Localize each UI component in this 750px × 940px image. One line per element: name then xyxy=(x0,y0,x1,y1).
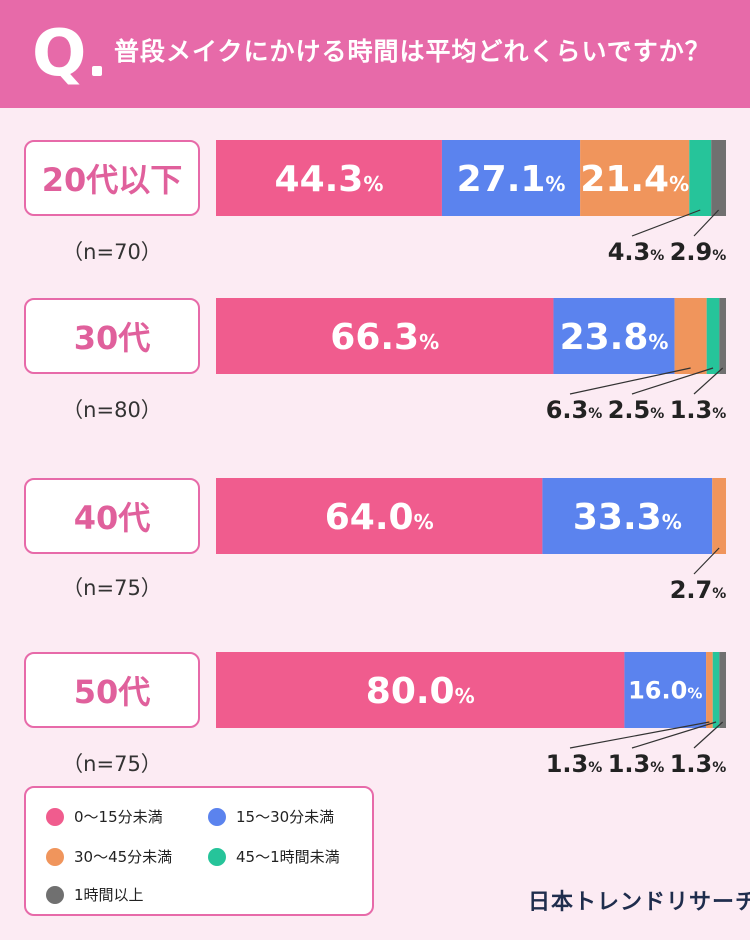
leader-line-30s-60-plus xyxy=(693,367,724,395)
leader-line-20s-under-60-plus xyxy=(693,209,720,237)
question-title: 普段メイクにかける時間は平均どれくらいですか？ xyxy=(114,37,711,66)
bar-segment-20s-under-15-30 xyxy=(441,140,581,216)
legend-swatch xyxy=(46,847,64,866)
group-label-50s: 50代 xyxy=(24,652,200,728)
bar-segment-40s-0-15 xyxy=(216,478,543,554)
legend-swatch xyxy=(208,807,226,826)
bar-segment-30s-0-15 xyxy=(216,298,554,374)
data-label-30s-15-30: 23.8% xyxy=(560,317,669,358)
bar-segment-20s-under-60-plus xyxy=(711,140,726,216)
data-label-30s-30-45: 6.3% xyxy=(546,396,603,424)
bar-segment-40s-30-45 xyxy=(712,478,726,554)
legend-item-30-45: 30〜45分未満 xyxy=(46,846,172,867)
brand-logo: 日本トレンドリサーチ xyxy=(528,890,750,915)
legend-item-45-60: 45〜1時間未満 xyxy=(208,846,340,867)
bar-segment-20s-under-30-45 xyxy=(580,140,690,216)
group-label-40s: 40代 xyxy=(24,478,200,554)
data-label-20s-under-15-30: 27.1% xyxy=(457,159,566,200)
leader-line-50s-30-45 xyxy=(569,721,710,749)
q-mark: Q xyxy=(32,17,87,91)
legend-swatch xyxy=(46,885,64,904)
leader-line-30s-30-45 xyxy=(569,367,691,395)
sample-size-50s: （n=75） xyxy=(62,752,162,776)
legend-label: 1時間以上 xyxy=(74,886,144,904)
data-label-50s-0-15: 80.0% xyxy=(366,671,475,712)
bar-segment-30s-15-30 xyxy=(553,298,675,374)
legend-swatch xyxy=(46,807,64,826)
bar-segment-50s-60-plus xyxy=(719,652,726,728)
data-label-30s-60-plus: 1.3% xyxy=(670,396,727,424)
sample-size-40s: （n=75） xyxy=(62,576,162,600)
bar-segment-20s-under-45-60 xyxy=(689,140,712,216)
leader-line-40s-30-45 xyxy=(693,547,720,575)
data-label-50s-60-plus: 1.3% xyxy=(670,750,727,778)
leader-line-30s-45-60 xyxy=(631,367,714,395)
group-label-30s: 30代 xyxy=(24,298,200,374)
sample-size-30s: （n=80） xyxy=(62,398,162,422)
legend-label: 0〜15分未満 xyxy=(74,808,163,826)
legend-item-15-30: 15〜30分未満 xyxy=(208,806,334,827)
data-label-40s-0-15: 64.0% xyxy=(325,497,434,538)
leader-line-50s-60-plus xyxy=(693,721,724,749)
legend-label: 30〜45分未満 xyxy=(74,848,173,866)
bar-segment-30s-60-plus xyxy=(719,298,726,374)
legend-swatch xyxy=(208,847,226,866)
data-label-40s-30-45: 2.7% xyxy=(670,576,727,604)
data-label-50s-45-60: 1.3% xyxy=(608,750,665,778)
data-label-20s-under-0-15: 44.3% xyxy=(275,159,384,200)
bar-segment-50s-15-30 xyxy=(624,652,707,728)
bar-segment-20s-under-0-15 xyxy=(216,140,442,216)
legend-item-60-plus: 1時間以上 xyxy=(46,884,144,905)
data-label-50s-30-45: 1.3% xyxy=(546,750,603,778)
legend-label: 45〜1時間未満 xyxy=(236,848,340,866)
leader-line-50s-45-60 xyxy=(631,721,717,749)
bar-segment-30s-30-45 xyxy=(674,298,707,374)
q-dot xyxy=(92,66,102,76)
bar-segment-50s-30-45 xyxy=(706,652,713,728)
data-label-30s-0-15: 66.3% xyxy=(330,317,439,358)
leader-line-20s-under-45-60 xyxy=(631,209,701,237)
data-label-20s-under-45-60: 4.3% xyxy=(608,238,665,266)
data-label-40s-15-30: 33.3% xyxy=(573,497,682,538)
legend-item-0-15: 0〜15分未満 xyxy=(46,806,163,827)
sample-size-20s-under: （n=70） xyxy=(62,240,162,264)
data-label-20s-under-60-plus: 2.9% xyxy=(670,238,727,266)
data-label-20s-under-30-45: 21.4% xyxy=(580,159,689,200)
data-label-50s-15-30: 16.0% xyxy=(628,677,702,705)
bar-segment-50s-45-60 xyxy=(712,652,720,728)
bar-segment-40s-15-30 xyxy=(542,478,713,554)
header-banner: Q 普段メイクにかける時間は平均どれくらいですか？ xyxy=(0,0,750,108)
legend-label: 15〜30分未満 xyxy=(236,808,335,826)
legend: 0〜15分未満 15〜30分未満 30〜45分未満 45〜1時間未満 1時間以上 xyxy=(24,786,374,916)
bar-segment-30s-45-60 xyxy=(706,298,720,374)
group-label-20s-under: 20代以下 xyxy=(24,140,200,216)
bar-segment-50s-0-15 xyxy=(216,652,625,728)
data-label-30s-45-60: 2.5% xyxy=(608,396,665,424)
